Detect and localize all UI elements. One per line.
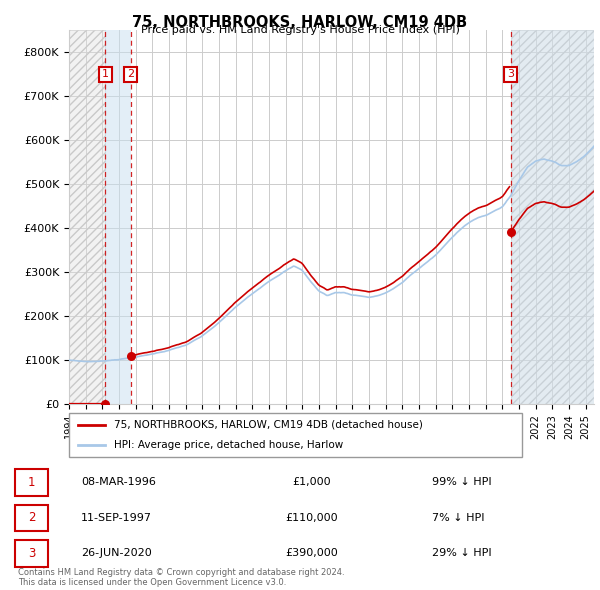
Text: HPI: Average price, detached house, Harlow: HPI: Average price, detached house, Harl… xyxy=(115,440,344,450)
Bar xyxy=(511,30,594,404)
Text: 3: 3 xyxy=(507,70,514,80)
Text: 26-JUN-2020: 26-JUN-2020 xyxy=(81,548,152,558)
Bar xyxy=(69,30,106,404)
Text: Price paid vs. HM Land Registry's House Price Index (HPI): Price paid vs. HM Land Registry's House … xyxy=(140,25,460,35)
Text: £390,000: £390,000 xyxy=(285,548,338,558)
Bar xyxy=(69,30,106,404)
FancyBboxPatch shape xyxy=(15,540,48,567)
Bar xyxy=(511,30,594,404)
Text: £1,000: £1,000 xyxy=(292,477,331,487)
Text: 1: 1 xyxy=(102,70,109,80)
Text: 99% ↓ HPI: 99% ↓ HPI xyxy=(433,477,492,487)
Text: 2: 2 xyxy=(28,511,35,525)
Text: 29% ↓ HPI: 29% ↓ HPI xyxy=(433,548,492,558)
Text: 1: 1 xyxy=(28,476,35,489)
Text: 2: 2 xyxy=(127,70,134,80)
Text: Contains HM Land Registry data © Crown copyright and database right 2024.
This d: Contains HM Land Registry data © Crown c… xyxy=(18,568,344,587)
Bar xyxy=(511,30,594,404)
Text: £110,000: £110,000 xyxy=(285,513,338,523)
FancyBboxPatch shape xyxy=(69,413,522,457)
Text: 75, NORTHBROOKS, HARLOW, CM19 4DB: 75, NORTHBROOKS, HARLOW, CM19 4DB xyxy=(133,15,467,30)
Text: 08-MAR-1996: 08-MAR-1996 xyxy=(81,477,156,487)
Text: 11-SEP-1997: 11-SEP-1997 xyxy=(81,513,152,523)
Text: 7% ↓ HPI: 7% ↓ HPI xyxy=(433,513,485,523)
Text: 75, NORTHBROOKS, HARLOW, CM19 4DB (detached house): 75, NORTHBROOKS, HARLOW, CM19 4DB (detac… xyxy=(115,420,423,430)
FancyBboxPatch shape xyxy=(15,470,48,496)
FancyBboxPatch shape xyxy=(15,505,48,532)
Bar xyxy=(106,30,131,404)
Text: 3: 3 xyxy=(28,546,35,560)
